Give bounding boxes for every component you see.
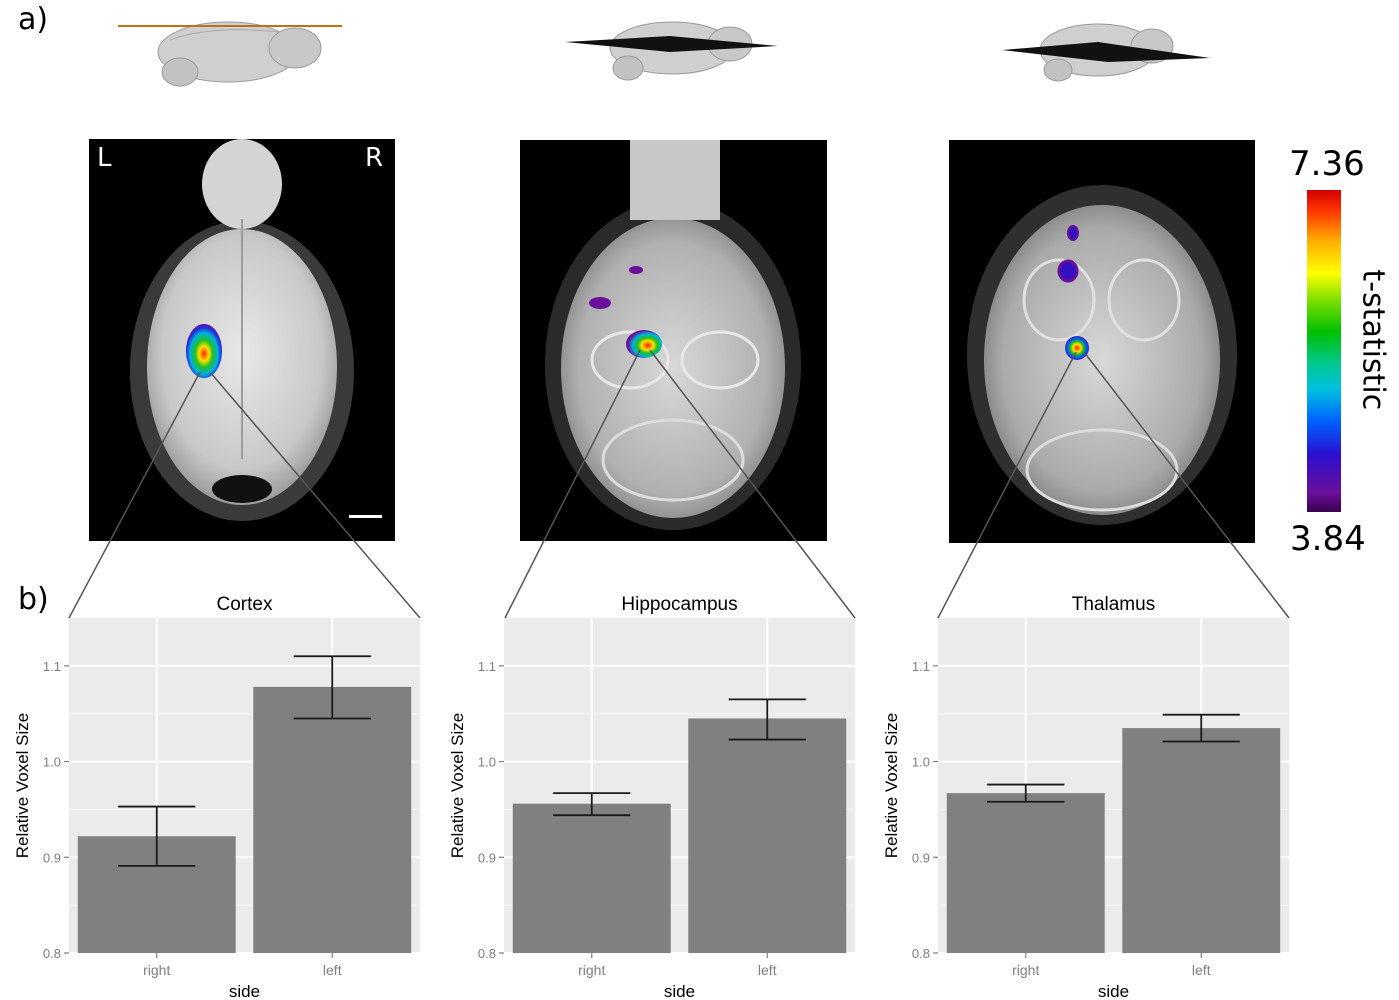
- y-axis-label: Relative Voxel Size: [448, 713, 467, 859]
- x-tick-label: right: [1012, 962, 1039, 978]
- mri-slice-cortex: [89, 139, 395, 541]
- brain-3d-render-thalamus: [1002, 23, 1210, 82]
- mri-slice-thalamus: [949, 140, 1255, 543]
- y-tick-label: 0.8: [912, 946, 930, 961]
- y-tick-label: 0.8: [478, 946, 496, 961]
- x-axis-label: side: [229, 982, 260, 1000]
- colorbar-gradient: [1307, 190, 1341, 512]
- y-tick-label: 1.0: [912, 755, 930, 770]
- bar-left: [253, 686, 412, 953]
- error-bar-left: [293, 655, 371, 720]
- y-axis-label: Relative Voxel Size: [13, 713, 32, 859]
- chart-title: Cortex: [217, 594, 273, 615]
- y-tick-label: 0.9: [912, 850, 930, 865]
- colorbar-max-label: 7.36: [1289, 144, 1365, 184]
- x-tick-label: left: [323, 962, 342, 978]
- bar-right: [512, 803, 671, 953]
- mri-slice-hippocampus: [520, 140, 827, 541]
- chart-title: Thalamus: [1072, 594, 1155, 615]
- panel-a-label: a): [18, 2, 49, 37]
- error-bar-right: [553, 792, 631, 817]
- panel-b-label: b): [18, 582, 49, 617]
- bar-chart-thalamus: Thalamus 0.8 0.9 1.0 1.1 right left side Relativ…: [882, 594, 1289, 1000]
- x-tick-label: right: [578, 962, 605, 978]
- y-tick-label: 0.8: [43, 946, 61, 961]
- x-tick-label: right: [143, 962, 170, 978]
- y-axis-label: Relative Voxel Size: [882, 713, 901, 859]
- bar-chart-hippocampus: Hippocampus 0.8 0.9 1.0 1.1 right left side Rela…: [448, 594, 855, 1000]
- error-bar-right: [987, 783, 1065, 803]
- x-axis-label: side: [664, 982, 695, 1000]
- colorbar-min-label: 3.84: [1290, 519, 1366, 559]
- y-tick-label: 1.0: [478, 755, 496, 770]
- x-axis-label: side: [1098, 982, 1129, 1000]
- bar-right: [946, 793, 1105, 953]
- y-tick-label: 1.1: [478, 659, 496, 674]
- y-tick-label: 0.9: [478, 850, 496, 865]
- x-tick-label: left: [1192, 962, 1211, 978]
- chart-title: Hippocampus: [621, 594, 737, 615]
- error-bar-right: [118, 805, 196, 867]
- bar-chart-cortex: Cortex 0.8 0.9 1.0 1.1 right left side Relative …: [13, 594, 420, 1000]
- brain-3d-render-cortex: [118, 21, 342, 87]
- y-tick-label: 1.1: [43, 659, 61, 674]
- error-bar-left: [728, 698, 806, 741]
- x-tick-label: left: [758, 962, 777, 978]
- y-tick-label: 1.0: [43, 755, 61, 770]
- orientation-right-label: R: [365, 143, 384, 173]
- y-tick-label: 1.1: [912, 659, 930, 674]
- brain-3d-render-hippocampus: [565, 21, 778, 81]
- y-tick-label: 0.9: [43, 850, 61, 865]
- error-bar-left: [1162, 713, 1240, 743]
- bar-left: [1122, 728, 1281, 953]
- orientation-left-label: L: [97, 143, 112, 173]
- bar-left: [688, 718, 847, 953]
